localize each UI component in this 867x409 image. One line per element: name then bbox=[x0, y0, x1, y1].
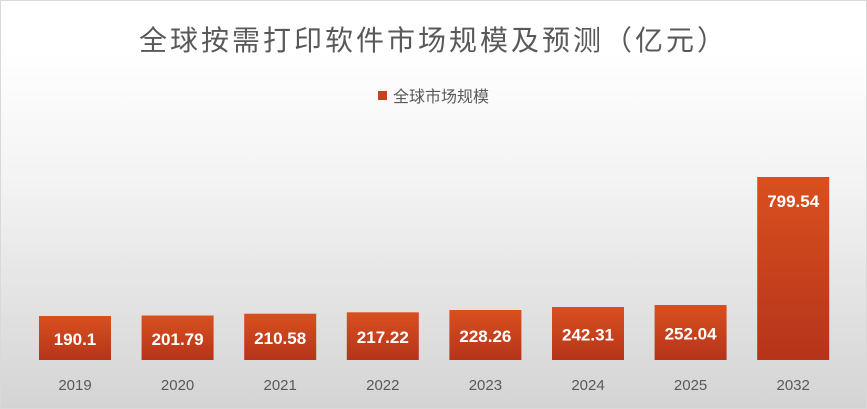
data-label-2019: 190.1 bbox=[54, 330, 97, 349]
data-label-2024: 242.31 bbox=[562, 326, 614, 345]
data-label-2025: 252.04 bbox=[665, 325, 718, 344]
bars-group: 190.1 201.79 210.58 217.22 228.26 242.31 252.0… bbox=[39, 177, 830, 360]
x-tick-label-2022: 2022 bbox=[366, 377, 399, 394]
x-tick-label-2032: 2032 bbox=[777, 377, 810, 394]
x-tick-label-2023: 2023 bbox=[469, 377, 502, 394]
legend-label: 全球市场规模 bbox=[392, 87, 489, 106]
bar-2024 bbox=[552, 307, 624, 360]
data-label-2020: 201.79 bbox=[152, 330, 204, 349]
bar-2025 bbox=[654, 305, 727, 360]
data-label-2032: 799.54 bbox=[767, 192, 820, 211]
legend-swatch bbox=[377, 90, 387, 100]
data-label-2021: 210.58 bbox=[254, 329, 306, 348]
x-tick-label-2020: 2020 bbox=[161, 377, 194, 394]
data-label-2022: 217.22 bbox=[357, 328, 409, 347]
bar-2021 bbox=[244, 313, 317, 360]
x-axis-labels: 2019 2020 2021 2022 2023 2024 2025 2032 bbox=[58, 377, 810, 394]
data-label-2023: 228.26 bbox=[459, 327, 511, 346]
chart-title: 全球按需打印软件市场规模及预测（亿元） bbox=[138, 24, 728, 57]
x-tick-label-2024: 2024 bbox=[571, 377, 604, 394]
x-tick-label-2021: 2021 bbox=[264, 377, 297, 394]
bar-2032 bbox=[757, 177, 830, 360]
x-tick-label-2019: 2019 bbox=[58, 377, 91, 394]
bar-2019 bbox=[39, 316, 111, 360]
x-tick-label-2025: 2025 bbox=[674, 377, 707, 394]
legend: 全球市场规模 bbox=[1, 83, 866, 107]
bar-2020 bbox=[141, 315, 214, 360]
bar-2022 bbox=[346, 312, 419, 360]
bar-2023 bbox=[449, 310, 522, 360]
